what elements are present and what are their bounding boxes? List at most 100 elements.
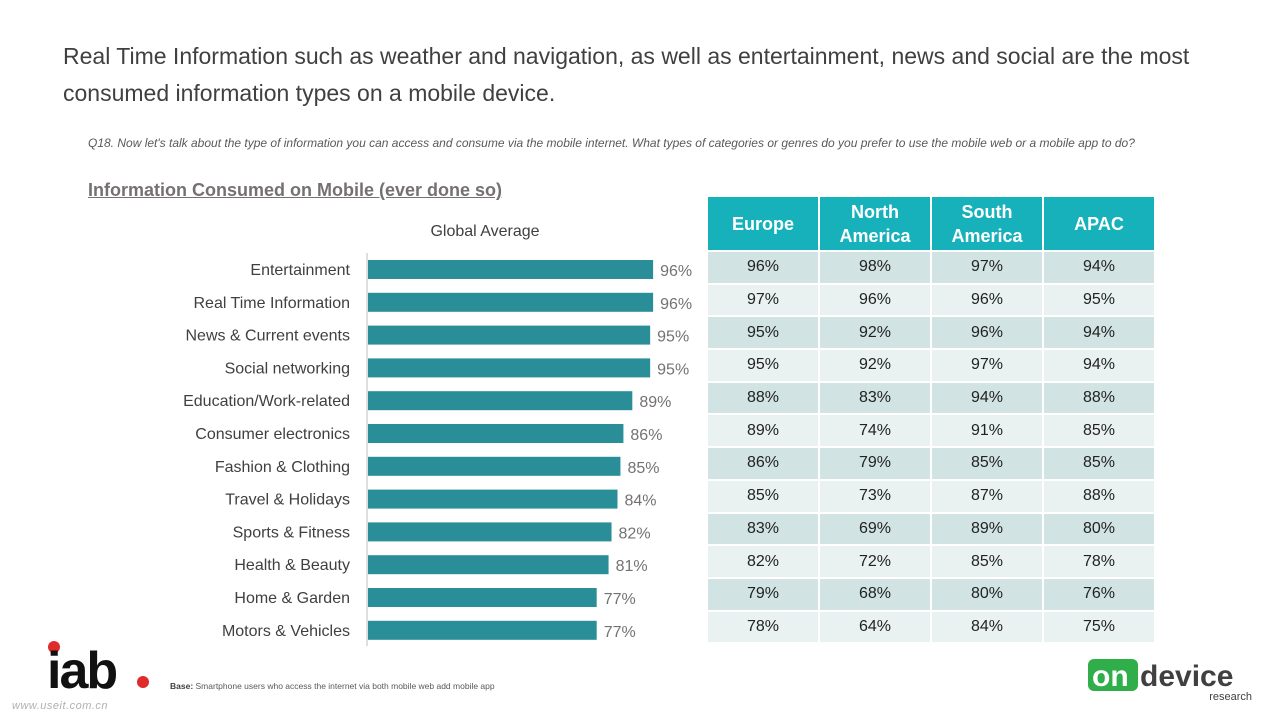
watermark: www.useit.com.cn [12,700,109,712]
bar-0 [368,260,654,279]
value-label: 89% [639,394,671,411]
table-row: 97% 96% 96% 95% [708,284,1154,316]
table-cell: 89% [708,415,818,447]
category-label: Health & Beauty [234,557,350,574]
table-cell: 89% [932,513,1042,545]
table-cell: 64% [820,611,930,643]
category-label: Entertainment [250,262,350,279]
table-cell: 79% [820,448,930,479]
bar-2 [368,325,651,345]
category-label: News & Current events [185,328,350,345]
regional-table: Europe North America South America APAC 96% 98… [706,195,1156,644]
section-title: Information Consumed on Mobile (ever don… [88,180,503,200]
table-cell: 95% [708,317,818,349]
category-label: Education/Work-related [183,393,350,410]
table-cell: 80% [932,578,1042,610]
bar-10 [368,588,597,607]
ondevice-logo-device: device [1140,660,1233,693]
table-cell: 75% [1044,611,1154,643]
table-row: 95% 92% 96% 94% [708,317,1154,349]
column-header: North America [820,197,930,250]
table-row: 85% 73% 87% 88% [708,480,1154,512]
category-label: Real Time Information [193,295,350,312]
table-row: 86% 79% 85% 85% [708,448,1154,479]
table-cell: 94% [1044,350,1154,381]
table-cell: 98% [820,252,930,283]
table-row: 89% 74% 91% 85% [708,415,1154,447]
base-label: Base: [170,681,194,691]
table-cell: 80% [1044,513,1154,545]
value-label: 86% [630,427,662,444]
table-cell: 85% [708,480,818,512]
ondevice-logo-on: on [1092,660,1129,693]
table-cell: 92% [820,350,930,381]
iab-logo-dot [48,641,60,653]
table-cell: 76% [1044,578,1154,610]
table-cell: 88% [708,382,818,414]
bar-group: Entertainment 96% Real Time Information 96%… [183,260,692,641]
table-cell: 85% [1044,415,1154,447]
category-label: Fashion & Clothing [215,459,350,476]
table-cell: 95% [1044,284,1154,316]
table-cell: 85% [932,546,1042,577]
bar-4 [368,391,633,411]
table-cell: 96% [708,252,818,283]
table-cell: 69% [820,513,930,545]
category-label: Social networking [225,360,350,377]
value-label: 84% [624,493,656,510]
column-header: Europe [708,197,818,250]
table-cell: 94% [1044,252,1154,283]
table-cell: 79% [708,578,818,610]
table-cell: 97% [932,252,1042,283]
table-cell: 96% [932,317,1042,349]
table-cell: 73% [820,480,930,512]
value-label: 82% [619,525,651,542]
table-header-row: Europe North America South America APAC [708,197,1154,250]
table-cell: 85% [932,448,1042,479]
table-row: 78% 64% 84% 75% [708,611,1154,643]
value-label: 96% [660,263,692,280]
value-label: 81% [616,558,648,575]
category-label: Sports & Fitness [233,524,350,541]
table-row: 83% 69% 89% 80% [708,513,1154,545]
table-cell: 88% [1044,382,1154,414]
table-cell: 72% [820,546,930,577]
category-label: Consumer electronics [195,426,350,443]
value-label: 96% [660,296,692,313]
iab-logo-period [137,676,149,688]
table-row: 88% 83% 94% 88% [708,382,1154,414]
table-cell: 82% [708,546,818,577]
table-cell: 96% [820,284,930,316]
ondevice-logo-badge [1088,659,1138,691]
table-cell: 96% [932,284,1042,316]
table-cell: 92% [820,317,930,349]
table-cell: 68% [820,578,930,610]
value-label: 77% [604,591,636,608]
value-label: 77% [604,624,636,641]
bar-11 [368,620,597,640]
table-row: 82% 72% 85% 78% [708,546,1154,577]
table-cell: 83% [708,513,818,545]
table-cell: 97% [932,350,1042,381]
ondevice-research-logo: on device research [1088,659,1252,703]
value-label: 95% [657,329,689,346]
value-label: 85% [627,460,659,477]
table-row: 96% 98% 97% 94% [708,252,1154,283]
category-label: Home & Garden [234,590,350,607]
table-cell: 88% [1044,480,1154,512]
bar-7 [368,489,618,509]
bar-8 [368,522,612,542]
table-cell: 94% [1044,317,1154,349]
table-body: 96% 98% 97% 94% 97% 96% 96% 95% 95% 92% 96% 94% 95% 9… [708,252,1154,643]
iab-logo: iab [47,641,149,695]
table-row: 95% 92% 97% 94% [708,350,1154,381]
base-note: Base: Smartphone users who access the in… [170,681,495,691]
table-cell: 91% [932,415,1042,447]
value-label: 95% [657,361,689,378]
ondevice-logo-research: research [1209,691,1252,703]
table-cell: 83% [820,382,930,414]
table-cell: 94% [932,382,1042,414]
category-label: Travel & Holidays [225,492,350,509]
table-cell: 86% [708,448,818,479]
table-row: 79% 68% 80% 76% [708,578,1154,610]
